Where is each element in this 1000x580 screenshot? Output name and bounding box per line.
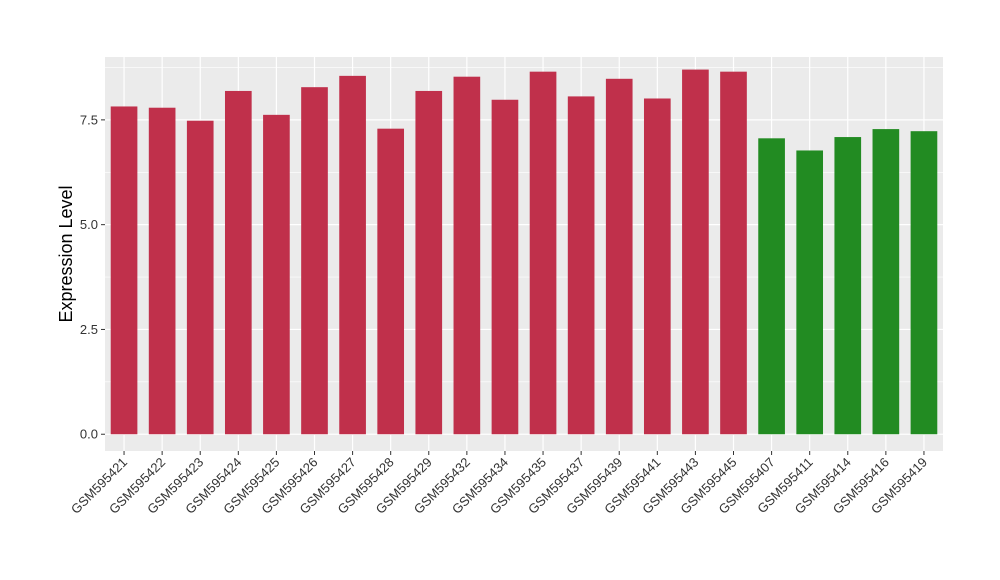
bar-GSM595427 <box>339 75 366 435</box>
bar-GSM595437 <box>567 96 595 435</box>
y-tick-label: 2.5 <box>80 322 98 337</box>
bar-GSM595426 <box>301 87 328 435</box>
bar-GSM595421 <box>110 106 138 435</box>
bar-GSM595435 <box>529 71 557 435</box>
bar-GSM595425 <box>263 114 290 435</box>
bar-GSM595434 <box>491 99 519 435</box>
bar-GSM595441 <box>643 98 671 435</box>
bar-GSM595439 <box>605 78 633 435</box>
bar-GSM595445 <box>720 71 747 435</box>
y-axis-ticks: 0.0 2.5 5.0 7.5 <box>80 112 105 442</box>
bar-GSM595424 <box>224 90 252 435</box>
bar-GSM595443 <box>682 69 709 435</box>
bar-GSM595414 <box>834 137 862 435</box>
bar-GSM595423 <box>186 120 214 435</box>
bar-GSM595428 <box>377 128 405 435</box>
y-tick-label: 0.0 <box>80 427 98 442</box>
bar-GSM595411 <box>796 150 824 435</box>
bars <box>110 69 938 435</box>
bar-GSM595416 <box>872 129 900 435</box>
bar-GSM595422 <box>148 107 176 435</box>
x-axis-ticks: GSM595421GSM595422GSM595423GSM595424GSM5… <box>68 451 930 517</box>
bar-GSM595429 <box>415 90 443 435</box>
bar-GSM595432 <box>453 76 481 435</box>
y-tick-label: 7.5 <box>80 112 98 127</box>
y-tick-label: 5.0 <box>80 217 98 232</box>
y-axis-title: Expression Level <box>56 185 76 322</box>
bar-GSM595407 <box>758 138 785 435</box>
bar-GSM595419 <box>910 131 938 435</box>
